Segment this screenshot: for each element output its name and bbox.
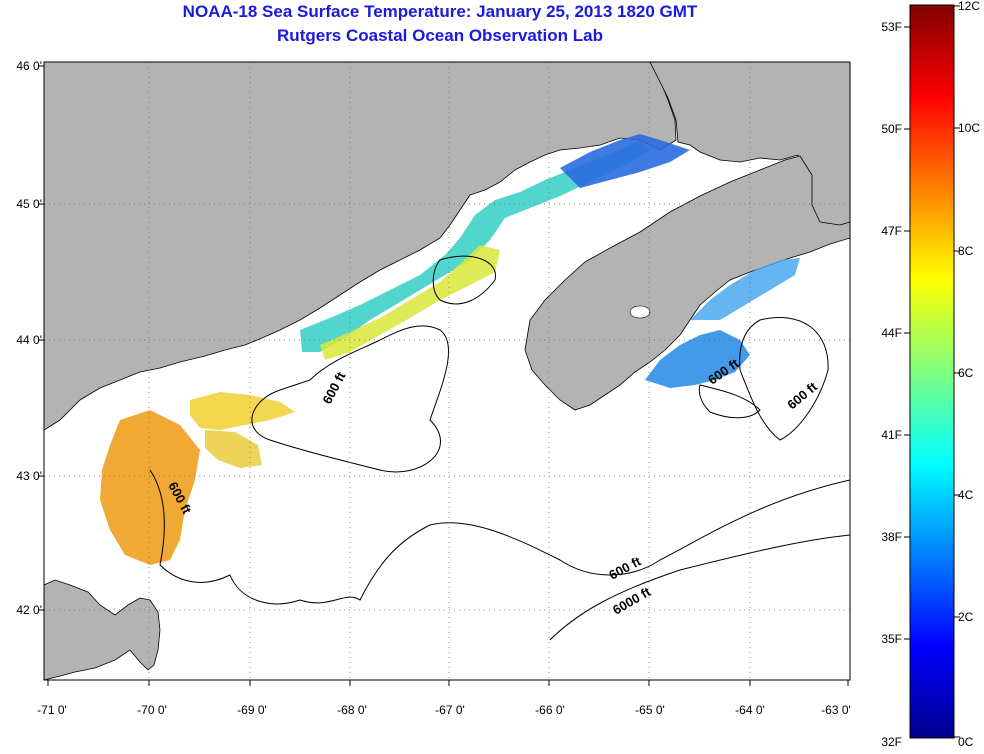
sst-patch-maine-coast [300,140,650,352]
lat-tick-label: 46 0' [16,59,42,73]
colorbar-f-label: 44F [881,326,902,340]
lon-tick-label: -65 0' [635,703,665,717]
colorbar-f-label: 47F [881,224,902,238]
lake-patch [629,305,651,319]
sst-patch-nova-scotia [645,330,750,388]
colorbar-c-label: 10C [958,121,980,135]
land-nova-scotia [524,155,850,411]
colorbar-c-label: 8C [958,244,974,258]
lon-tick-label: -63 0' [821,703,851,717]
sst-patch-yellow-inshore [320,245,500,360]
lon-tick-label: -66 0' [535,703,565,717]
map-title: NOAA-18 Sea Surface Temperature: January… [182,2,698,21]
colorbar-ticks [904,5,960,738]
sst-patch-blue-north [560,134,690,188]
colorbar-f-label: 50F [881,122,902,136]
lon-tick-label: -69 0' [237,703,267,717]
colorbar-c-label: 12C [958,0,980,13]
colorbar-c-label: 4C [958,488,974,502]
land-massachusetts [44,579,161,680]
colorbar-f-label: 35F [881,632,902,646]
lat-tick-label: 42 0' [16,603,42,617]
sst-patch-nova-scotia-ne [690,258,800,320]
sst-patch-yellow-south [190,392,295,430]
colorbar [909,4,955,739]
colorbar-c-label: 6C [958,366,974,380]
lon-tick-label: -68 0' [337,703,367,717]
colorbar-f-label: 38F [881,530,902,544]
colorbar-f-label: 53F [881,20,902,34]
lon-tick-label: -71 0' [37,703,67,717]
sst-patch-orange-south [100,410,200,565]
bathymetry-contours [149,255,850,641]
lat-tick-label: 44 0' [16,333,42,347]
lat-tick-label: 45 0' [16,197,42,211]
lon-tick-label: -70 0' [137,703,167,717]
lon-tick-label: -64 0' [735,703,765,717]
lat-tick-label: 43 0' [16,469,42,483]
colorbar-f-label: 41F [881,428,902,442]
colorbar-f-label: 32F [881,735,902,749]
map-subtitle: Rutgers Coastal Ocean Observation Lab [277,26,603,45]
map-border [43,61,851,681]
colorbar-c-label: 0C [958,735,974,749]
colorbar-c-label: 2C [958,610,974,624]
lon-tick-label: -67 0' [435,703,465,717]
sst-patch-yellow-mid [205,430,262,468]
graticule [44,62,850,680]
